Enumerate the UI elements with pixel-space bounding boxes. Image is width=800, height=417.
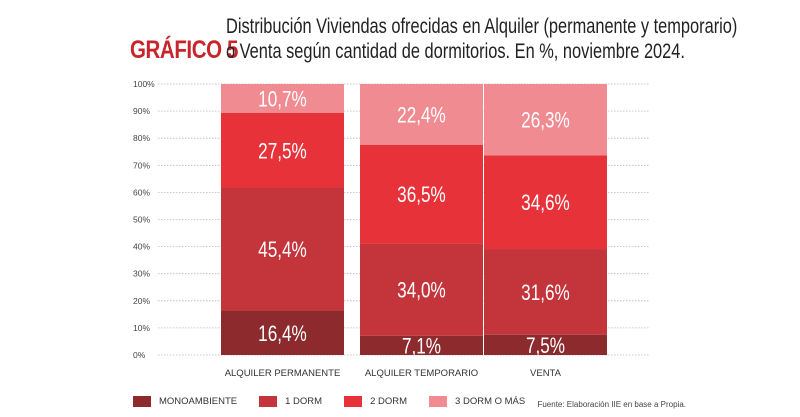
legend-swatch-monoambiente bbox=[133, 396, 151, 407]
legend-label-1-dorm: 1 DORM bbox=[285, 396, 323, 407]
y-tick-label: 20% bbox=[133, 296, 150, 306]
x-category-label: VENTA bbox=[530, 368, 562, 379]
data-label: 34,6% bbox=[521, 191, 570, 216]
y-tick-label: 80% bbox=[133, 133, 150, 143]
y-tick-label: 50% bbox=[133, 215, 150, 225]
bar-segment bbox=[221, 84, 344, 113]
bar-segment bbox=[360, 84, 483, 145]
bar-segment bbox=[360, 243, 483, 336]
figure-label: GRÁFICO 5 bbox=[130, 36, 238, 64]
legend-swatch-3-dorm-o-mas bbox=[429, 396, 448, 407]
legend-label-monoambiente: MONOAMBIENTE bbox=[159, 396, 238, 407]
data-label: 45,4% bbox=[258, 238, 307, 263]
bar-segment bbox=[484, 84, 607, 156]
chart-header: GRÁFICO 5 Distribución Viviendas ofrecid… bbox=[130, 14, 770, 74]
legend-item-3-dorm-o-mas: 3 DORM O MÁS bbox=[429, 396, 525, 407]
data-label: 34,0% bbox=[397, 279, 446, 304]
chart-legend: MONOAMBIENTE 1 DORM 2 DORM 3 DORM O MÁS bbox=[133, 396, 525, 407]
data-label: 27,5% bbox=[258, 139, 307, 164]
chart-title-line-2: o Venta según cantidad de dormitorios. E… bbox=[226, 40, 685, 63]
source-note: Fuente: Elaboración IIE en base a Propia… bbox=[537, 400, 686, 409]
legend-swatch-1-dorm bbox=[259, 396, 278, 407]
y-tick-label: 40% bbox=[133, 242, 150, 252]
data-label: 10,7% bbox=[258, 88, 307, 113]
legend-swatch-2-dorm bbox=[344, 396, 363, 407]
legend-item-2-dorm: 2 DORM bbox=[344, 396, 407, 407]
data-label: 22,4% bbox=[397, 103, 446, 128]
x-category-label: ALQUILER PERMANENTE bbox=[225, 368, 341, 379]
chart-title-line-1: Distribución Viviendas ofrecidas en Alqu… bbox=[226, 15, 738, 38]
data-label: 7,5% bbox=[526, 334, 565, 359]
y-tick-label: 100% bbox=[133, 79, 155, 89]
legend-item-1-dorm: 1 DORM bbox=[259, 396, 322, 407]
data-label: 16,4% bbox=[258, 322, 307, 347]
legend-label-2-dorm: 2 DORM bbox=[370, 396, 408, 407]
data-label: 36,5% bbox=[397, 183, 446, 208]
y-tick-label: 60% bbox=[133, 187, 150, 197]
y-tick-label: 10% bbox=[133, 323, 150, 333]
y-tick-label: 90% bbox=[133, 106, 150, 116]
bar-segment bbox=[484, 249, 607, 335]
bar-segment bbox=[360, 335, 483, 355]
data-label: 26,3% bbox=[521, 109, 570, 134]
x-category-label: ALQUILER TEMPORARIO bbox=[365, 368, 478, 379]
bar-segment bbox=[221, 187, 344, 311]
y-tick-label: 70% bbox=[133, 160, 150, 170]
data-label: 7,1% bbox=[402, 334, 441, 359]
bar-segment bbox=[484, 155, 607, 250]
bar-segment bbox=[221, 112, 344, 188]
y-tick-label: 30% bbox=[133, 269, 150, 279]
bar-segment bbox=[360, 144, 483, 244]
legend-label-3-dorm-o-mas: 3 DORM O MÁS bbox=[455, 396, 526, 407]
chart-title: Distribución Viviendas ofrecidas en Alqu… bbox=[226, 14, 737, 64]
bar-segment bbox=[484, 334, 607, 355]
bar-segment bbox=[221, 310, 344, 355]
data-label: 31,6% bbox=[521, 281, 570, 306]
y-tick-label: 0% bbox=[133, 350, 146, 360]
legend-item-monoambiente: MONOAMBIENTE bbox=[133, 396, 237, 407]
